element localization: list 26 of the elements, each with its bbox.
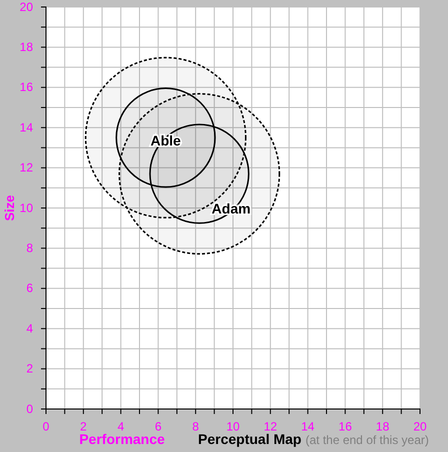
y-tick-label: 2 — [26, 362, 34, 376]
text: Perceptual Map — [198, 431, 302, 447]
x-tick-label: 0 — [42, 420, 50, 434]
y-axis-title: Size — [2, 194, 17, 222]
x-tick-label: 16 — [338, 420, 352, 434]
y-tick-label: 8 — [26, 241, 34, 256]
x-tick-label: 2 — [80, 420, 88, 434]
y-tick-label: 0 — [26, 402, 34, 416]
x-tick-label: 10 — [226, 420, 240, 434]
y-tick-label: 10 — [20, 200, 34, 215]
x-tick-label: 8 — [192, 420, 200, 434]
x-tick-label: 14 — [301, 420, 315, 434]
y-tick-label: 14 — [20, 120, 34, 134]
x-tick-label: 12 — [264, 420, 278, 434]
x-tick-label: 6 — [154, 420, 162, 434]
y-tick-label: 18 — [20, 40, 34, 54]
x-axis-title: Performance — [79, 431, 166, 447]
x-tick-label: 18 — [376, 420, 390, 434]
x-tick-label: 20 — [413, 420, 427, 434]
x-tick-label: 4 — [117, 420, 124, 434]
y-tick-label: 4 — [26, 321, 34, 336]
y-tick-label: 6 — [26, 281, 34, 296]
y-tick-label: 12 — [20, 160, 34, 175]
y-tick-label: 16 — [20, 80, 34, 94]
text: (at the end of this year) — [305, 433, 429, 447]
y-tick-label: 20 — [20, 0, 34, 14]
